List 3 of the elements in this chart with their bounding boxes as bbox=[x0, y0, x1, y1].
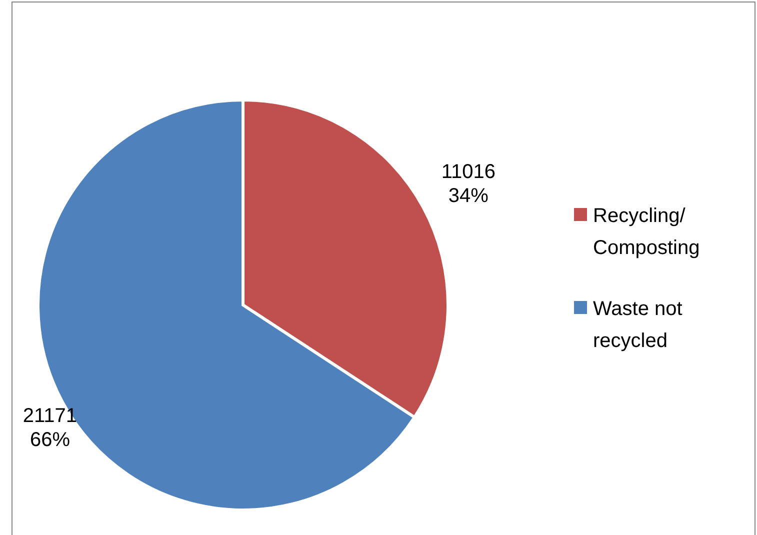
legend-label: Waste not recycled bbox=[593, 298, 683, 352]
data-label: 11016 34% bbox=[441, 161, 496, 208]
legend-label: Recycling/ Composting bbox=[593, 205, 700, 259]
